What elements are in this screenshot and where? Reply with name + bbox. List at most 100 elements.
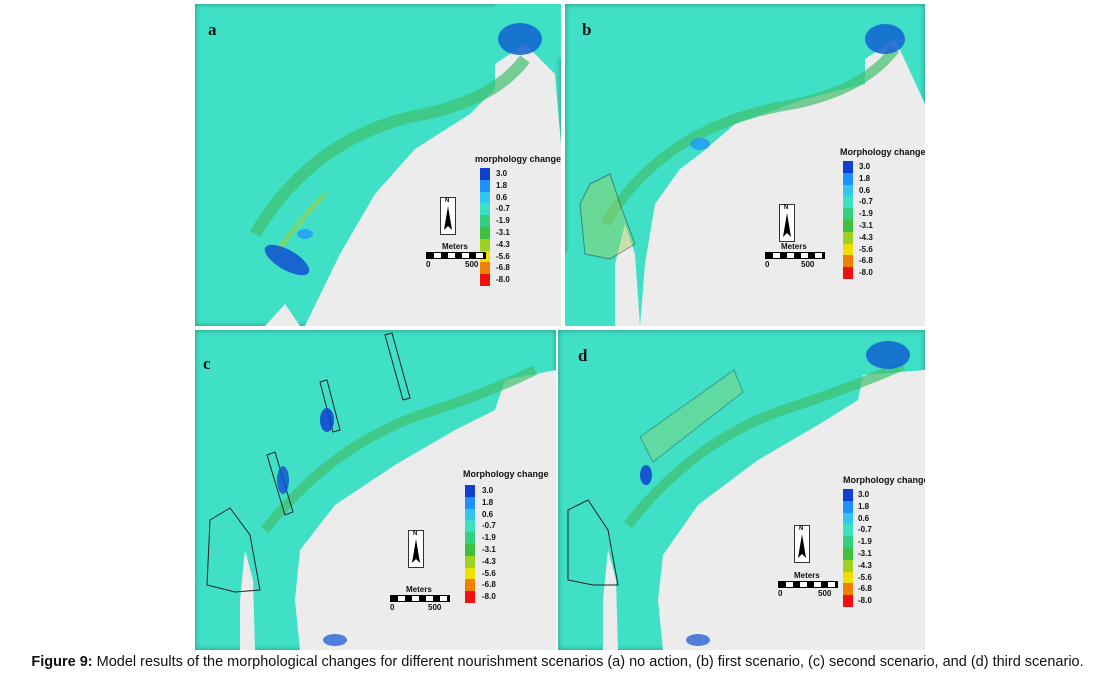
panel-a: a morphology change 3.0 1.8 0.6 -0.7 -1.9 -3.… bbox=[195, 4, 561, 326]
colorbar-swatch bbox=[843, 219, 853, 232]
colorbar-swatch bbox=[480, 191, 490, 204]
colorbar-tick-label: 1.8 bbox=[858, 501, 870, 511]
north-arrow-icon: N bbox=[779, 204, 795, 242]
panel-label-d: d bbox=[578, 346, 588, 365]
colorbar-swatch bbox=[480, 262, 490, 275]
colorbar-swatch bbox=[480, 238, 490, 251]
colorbar-swatch bbox=[843, 161, 853, 173]
colorbar-tick-label: 0.6 bbox=[859, 185, 871, 195]
colorbar-swatch bbox=[843, 583, 853, 596]
colorbar-swatch bbox=[843, 524, 853, 537]
colorbar-swatch bbox=[843, 559, 853, 572]
colorbar-tick-label: 3.0 bbox=[859, 162, 871, 171]
colorbar-tick-label: -3.1 bbox=[496, 227, 510, 237]
colorbar-tick-label: -4.3 bbox=[859, 232, 873, 242]
colorbar-swatch bbox=[465, 496, 475, 509]
legend-title-c: Morphology change bbox=[463, 469, 549, 479]
colorbar-swatch bbox=[843, 208, 853, 220]
colorbar-tick-label: 1.8 bbox=[482, 497, 494, 507]
figure-caption: Figure 9: Model results of the morpholog… bbox=[0, 654, 1115, 670]
colorbar-tick-label: -1.9 bbox=[858, 537, 872, 547]
colorbar-tick-label: -1.9 bbox=[496, 216, 510, 226]
legend-title-a: morphology change bbox=[475, 154, 561, 164]
colorbar-swatch bbox=[465, 555, 475, 568]
colorbar-c bbox=[465, 485, 475, 603]
colorbar-tick-label: -8.0 bbox=[859, 268, 873, 278]
colorbar-tick-label: -5.6 bbox=[858, 572, 872, 582]
colorbar-tick-label: 1.8 bbox=[859, 173, 871, 183]
colorbar-swatch bbox=[465, 532, 475, 544]
colorbar-tick-label: -1.9 bbox=[482, 533, 496, 543]
colorbar-swatch bbox=[465, 567, 475, 580]
colorbar-swatch bbox=[843, 500, 853, 513]
map-b bbox=[565, 24, 925, 326]
colorbar-tick-label: 3.0 bbox=[482, 486, 494, 495]
colorbar-swatch bbox=[465, 485, 475, 497]
colorbar-tick-label: -8.0 bbox=[858, 596, 872, 606]
colorbar-swatch bbox=[843, 267, 853, 279]
colorbar-tick-label: 0.6 bbox=[482, 509, 494, 519]
map-c bbox=[206, 332, 556, 650]
colorbar-swatch bbox=[843, 255, 853, 268]
colorbar-swatch bbox=[480, 215, 490, 227]
colorbar-swatch bbox=[843, 571, 853, 584]
north-arrow-icon: N bbox=[408, 530, 424, 568]
colorbar-tick-label: -6.8 bbox=[859, 256, 873, 266]
colorbar-tick-label: 3.0 bbox=[496, 169, 508, 178]
colorbar-tick-label: -1.9 bbox=[859, 209, 873, 219]
colorbar-tick-label: -0.7 bbox=[482, 521, 496, 531]
colorbar-tick-label: -0.7 bbox=[859, 197, 873, 207]
colorbar-swatch bbox=[843, 184, 853, 197]
figure-caption-text: Model results of the morphological chang… bbox=[92, 654, 1084, 670]
colorbar-tick-label: -4.3 bbox=[496, 239, 510, 249]
colorbar-tick-label: 0.6 bbox=[496, 192, 508, 202]
colorbar-swatch bbox=[465, 508, 475, 521]
colorbar-tick-label: 3.0 bbox=[858, 490, 870, 499]
colorbar-b bbox=[843, 161, 853, 279]
colorbar-swatch bbox=[843, 196, 853, 209]
colorbar-tick-label: -5.6 bbox=[482, 568, 496, 578]
colorbar-tick-label: -3.1 bbox=[482, 544, 496, 554]
colorbar-tick-label: -6.8 bbox=[496, 263, 510, 273]
colorbar-tick-label: 0.6 bbox=[858, 513, 870, 523]
north-arrow-icon: N bbox=[794, 525, 810, 563]
colorbar-swatch bbox=[480, 168, 490, 180]
panel-c: c Morphology change 3.0 1.8 0.6 -0.7 -1.9 -3.… bbox=[195, 330, 556, 650]
colorbar-tick-label: -0.7 bbox=[496, 204, 510, 214]
colorbar-swatch bbox=[465, 543, 475, 556]
north-label: N bbox=[445, 198, 450, 204]
colorbar-tick-label: -4.3 bbox=[482, 556, 496, 566]
colorbar-swatch bbox=[480, 226, 490, 239]
colorbar-swatch bbox=[465, 591, 475, 603]
colorbar-tick-label: -5.6 bbox=[859, 244, 873, 254]
colorbar-tick-label: -8.0 bbox=[496, 275, 510, 285]
colorbar-swatch bbox=[480, 274, 490, 286]
colorbar-swatch bbox=[843, 243, 853, 256]
colorbar-swatch bbox=[843, 489, 853, 501]
colorbar-tick-label: -0.7 bbox=[858, 525, 872, 535]
panel-b: b Morphology change 3.0 1.8 0.6 -0.7 -1.9 -3.… bbox=[565, 4, 925, 326]
panel-label-c: c bbox=[203, 354, 211, 373]
colorbar-swatch bbox=[480, 179, 490, 192]
legend-title-d: Morphology change bbox=[843, 475, 925, 485]
colorbar-tick-label: -8.0 bbox=[482, 592, 496, 602]
colorbar-swatch bbox=[465, 579, 475, 592]
colorbar-swatch bbox=[843, 536, 853, 548]
colorbar-d bbox=[843, 489, 853, 607]
colorbar-tick-label: -3.1 bbox=[858, 548, 872, 558]
colorbar-tick-label: -6.8 bbox=[482, 580, 496, 590]
colorbar-ticks-c: 3.0 1.8 0.6 -0.7 -1.9 -3.1 -4.3 -5.6 -6.8 -8.0 bbox=[482, 485, 496, 603]
map-d bbox=[567, 341, 925, 650]
colorbar-tick-label: -5.6 bbox=[496, 251, 510, 261]
colorbar-tick-label: -3.1 bbox=[859, 220, 873, 230]
colorbar-swatch bbox=[465, 520, 475, 533]
colorbar-tick-label: -6.8 bbox=[858, 584, 872, 594]
colorbar-ticks-b: 3.0 1.8 0.6 -0.7 -1.9 -3.1 -4.3 -5.6 -6.8 -8.0 bbox=[859, 161, 873, 279]
colorbar-ticks-d: 3.0 1.8 0.6 -0.7 -1.9 -3.1 -4.3 -5.6 -6.8 -8.0 bbox=[858, 489, 872, 607]
colorbar-swatch bbox=[843, 595, 853, 607]
colorbar-swatch bbox=[843, 512, 853, 525]
legend-title-b: Morphology change bbox=[840, 147, 925, 157]
colorbar-swatch bbox=[480, 203, 490, 216]
colorbar-ticks-a: 3.0 1.8 0.6 -0.7 -1.9 -3.1 -4.3 -5.6 -6.8 -8.0 bbox=[496, 168, 510, 286]
map-a bbox=[249, 4, 561, 326]
